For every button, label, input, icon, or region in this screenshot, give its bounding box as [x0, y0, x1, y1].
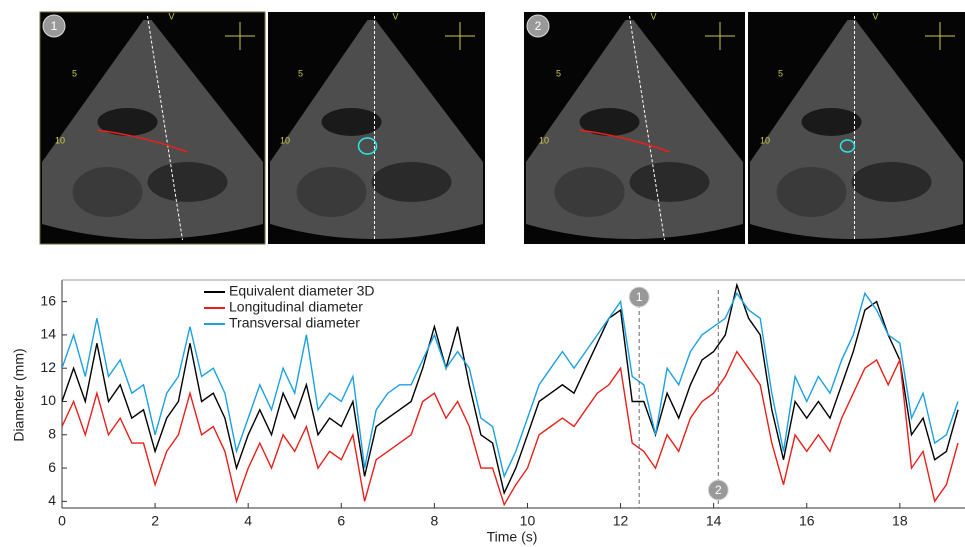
ultrasound-marker: V [168, 11, 174, 21]
annotation-label: 2 [715, 483, 722, 497]
ultrasound-texture [629, 162, 710, 202]
depth-label: 10 [539, 135, 549, 145]
orientation-icon [225, 22, 255, 50]
ultrasound-texture [72, 167, 143, 217]
y-axis-label: Diameter (mm) [11, 348, 27, 441]
ultrasound-texture [851, 162, 932, 202]
x-tick-label: 4 [244, 513, 252, 529]
x-tick-label: 14 [706, 513, 722, 529]
ultrasound-texture [801, 108, 862, 136]
depth-label: 5 [556, 68, 561, 78]
image-label: 2 [535, 19, 542, 33]
transversal-trace [839, 139, 856, 153]
series-line [62, 282, 959, 496]
annotation-badge [707, 479, 729, 501]
x-axis-label: Time (s) [487, 529, 538, 545]
x-tick-label: 18 [892, 513, 908, 529]
orientation-icon [705, 22, 735, 50]
y-tick-label: 4 [48, 492, 56, 508]
ultrasound-marker: V [872, 11, 878, 21]
x-tick-label: 2 [151, 513, 159, 529]
depth-label: 10 [760, 135, 770, 145]
longitudinal-trace [97, 129, 188, 153]
ultrasound-marker: V [650, 11, 656, 21]
series-line [62, 350, 959, 507]
y-tick-label: 6 [48, 459, 56, 475]
image-badge [42, 14, 66, 38]
legend-label: Longitudinal diameter [229, 299, 363, 315]
y-tick-label: 8 [48, 425, 56, 441]
depth-label: 5 [778, 68, 783, 78]
x-tick-label: 0 [58, 513, 66, 529]
x-tick-label: 6 [337, 513, 345, 529]
ultrasound-texture [296, 167, 367, 217]
x-tick-label: 12 [613, 513, 629, 529]
ultrasound-texture [371, 162, 452, 202]
annotation-badge [628, 286, 650, 308]
y-tick-label: 12 [40, 359, 56, 375]
depth-label: 5 [72, 68, 77, 78]
orientation-icon [925, 22, 955, 50]
ultrasound-texture [579, 108, 640, 136]
ultrasound-marker: V [392, 11, 398, 21]
x-tick-label: 8 [430, 513, 438, 529]
plot-area [62, 282, 959, 507]
ultrasound-texture [97, 108, 158, 136]
image-label: 1 [51, 19, 58, 33]
scan-line [629, 15, 665, 241]
annotation-label: 1 [636, 290, 643, 304]
x-tick-label: 10 [520, 513, 536, 529]
ultrasound-texture [321, 108, 382, 136]
x-tick-label: 16 [799, 513, 815, 529]
depth-label: 10 [280, 135, 290, 145]
depth-label: 5 [298, 68, 303, 78]
longitudinal-trace [579, 129, 670, 153]
y-tick-label: 14 [40, 326, 56, 342]
scan-line [147, 15, 183, 241]
orientation-icon [445, 22, 475, 50]
ultrasound-texture [776, 167, 847, 217]
image-badge [526, 14, 550, 38]
ultrasound-texture [147, 162, 228, 202]
legend-label: Equivalent diameter 3D [229, 283, 375, 299]
series-line [62, 291, 959, 479]
transversal-trace [357, 137, 378, 155]
y-tick-label: 10 [40, 392, 56, 408]
ultrasound-texture [554, 167, 625, 217]
depth-label: 10 [55, 135, 65, 145]
y-tick-label: 16 [40, 292, 56, 308]
legend-label: Transversal diameter [229, 315, 360, 331]
